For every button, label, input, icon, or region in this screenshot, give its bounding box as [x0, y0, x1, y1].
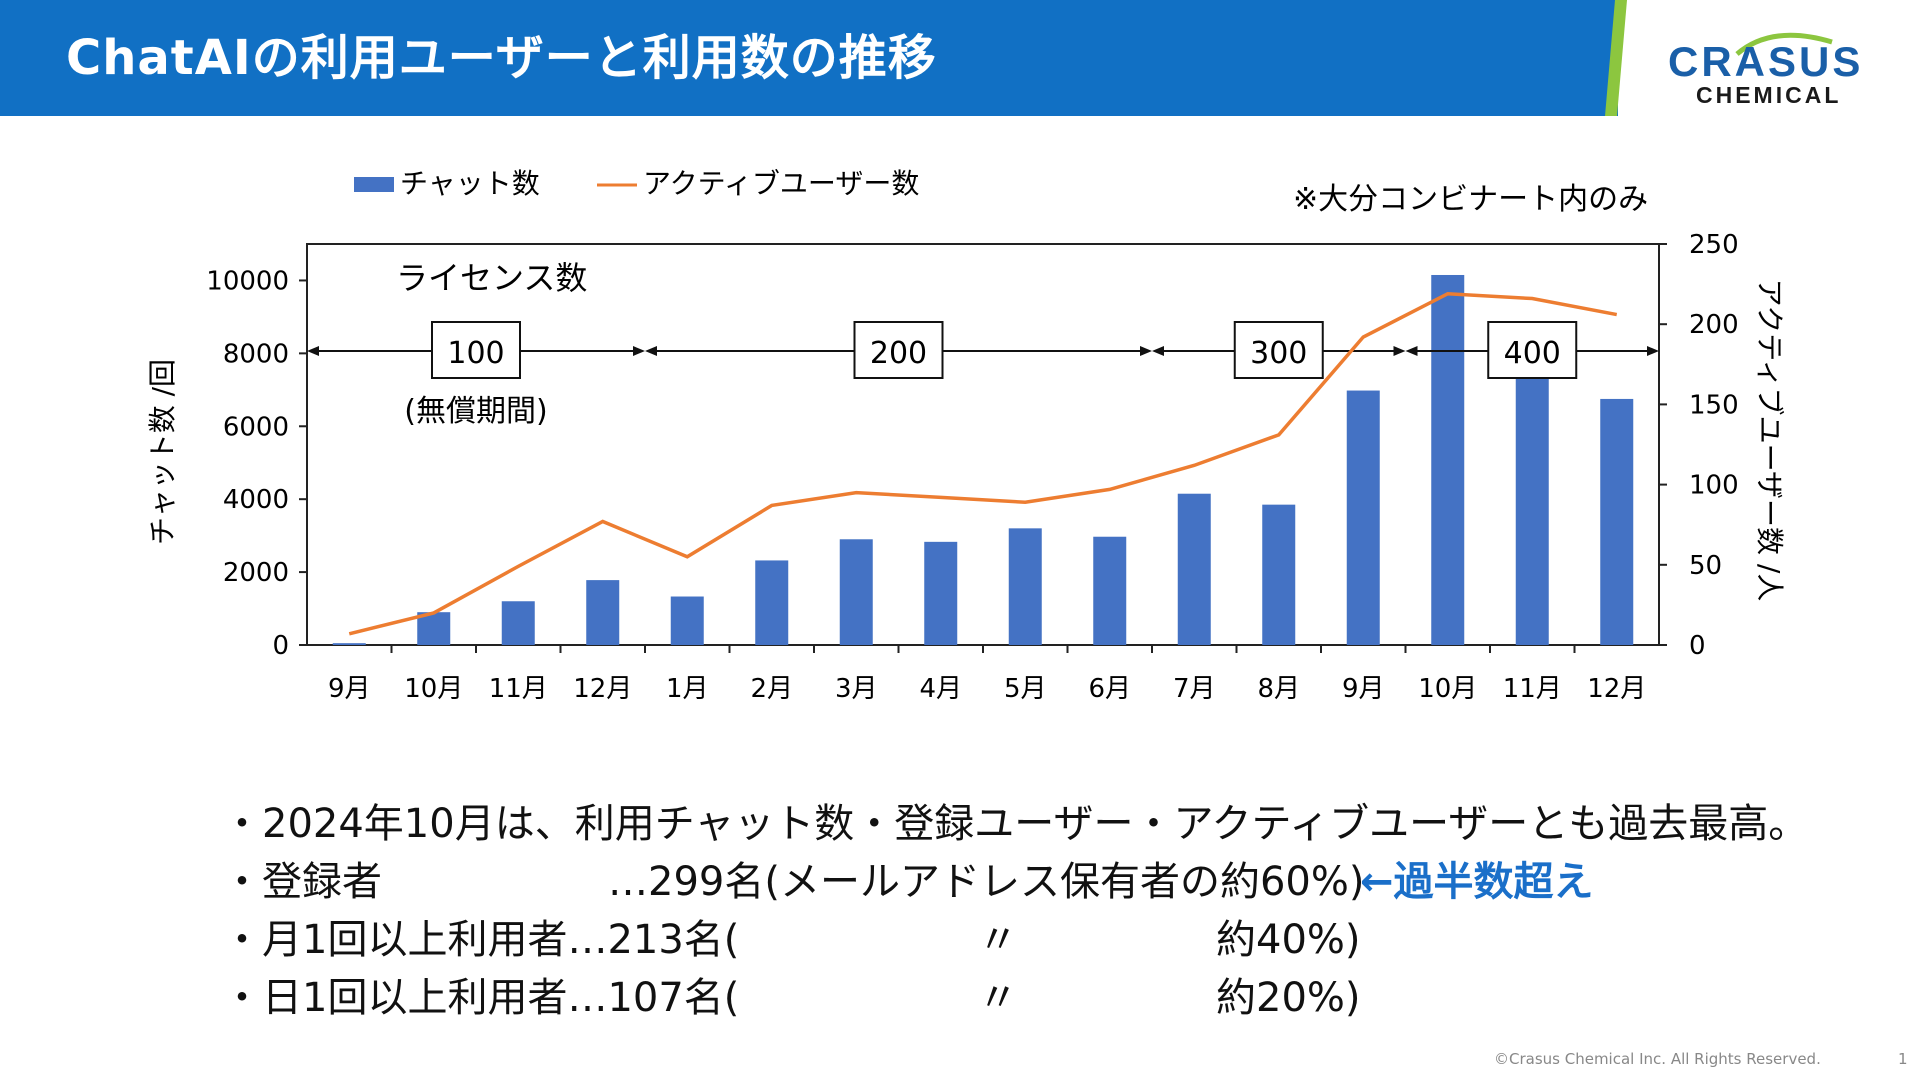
bullet-label: ・月1回以上利用者…213名(	[222, 917, 740, 963]
bullet-value: …299名(メールアドレス保有者の約60%)	[608, 859, 1365, 905]
y-tick-label: 0	[272, 631, 289, 661]
x-tick-label: 9月	[1342, 674, 1385, 704]
bullet-label: ・日1回以上利用者…107名(	[222, 975, 740, 1021]
bar	[586, 580, 620, 645]
legend-bar-label: チャット数	[400, 167, 540, 200]
bar	[1177, 493, 1211, 645]
x-tick-label: 10月	[1418, 674, 1477, 704]
x-tick-label: 12月	[573, 674, 632, 704]
bullet-label: ・登録者	[222, 859, 382, 905]
region-note: ※大分コンビナート内のみ	[1293, 182, 1648, 217]
y-tick-label: 4000	[223, 485, 289, 515]
bar	[755, 560, 789, 645]
y-axis-left-title: チャット数 /回	[146, 359, 179, 545]
license-arrowhead	[1152, 346, 1164, 356]
bullet-pct: 約40%)	[1216, 917, 1361, 963]
x-tick-label: 7月	[1173, 674, 1216, 704]
bar	[1262, 504, 1296, 645]
logo-swoosh-icon	[1735, 32, 1833, 56]
bar	[332, 643, 366, 645]
x-tick-label: 6月	[1088, 674, 1131, 704]
legend-bar-swatch	[354, 177, 394, 192]
license-box	[1233, 321, 1324, 379]
license-count: 200	[870, 336, 927, 371]
x-axis: 9月 10月 11月 12月 1月 2月 3月 4月 5月 6月 7月 8月 9月 10月 11月 12月	[328, 645, 1646, 704]
bar	[839, 539, 873, 645]
y-axis-right-title: アクティブユーザー数 /人	[1753, 279, 1786, 602]
page-title: ChatAIの利用ユーザーと利用数の推移	[66, 30, 937, 86]
copyright: ©Crasus Chemical Inc. All Rights Reserve…	[1494, 1050, 1821, 1068]
x-tick-label: 11月	[1503, 674, 1562, 704]
x-tick-label: 5月	[1004, 674, 1047, 704]
y-right-tick-label: 50	[1689, 551, 1722, 581]
bullet-pct: 約20%)	[1216, 975, 1361, 1021]
y-axis-left: 0 2000 4000 6000 8000 10000	[206, 266, 307, 661]
license-arrowhead	[307, 346, 319, 356]
y-right-tick-label: 100	[1689, 471, 1739, 501]
x-tick-label: 4月	[919, 674, 962, 704]
license-arrowhead	[1405, 346, 1418, 356]
bar	[1346, 390, 1380, 645]
bar-series	[332, 274, 1634, 645]
y-right-tick-label: 250	[1689, 230, 1739, 260]
bullet-note: ←過半数超え	[1360, 859, 1594, 905]
license-box	[1487, 321, 1578, 379]
x-tick-label: 3月	[835, 674, 878, 704]
bar	[1600, 398, 1634, 645]
license-box	[853, 321, 944, 379]
license-count: 100	[447, 336, 504, 371]
license-note: (無償期間)	[404, 394, 547, 429]
license-count: 300	[1250, 336, 1307, 371]
y-right-tick-label: 200	[1689, 310, 1739, 340]
y-right-tick-label: 150	[1689, 390, 1739, 420]
license-arrowhead	[1393, 346, 1406, 356]
y-tick-label: 10000	[206, 266, 289, 296]
header: ChatAIの利用ユーザーと利用数の推移 CRASUS CHEMICAL	[0, 0, 1920, 116]
ditto-mark: 〃	[978, 975, 1018, 1021]
bar	[1515, 378, 1549, 645]
ditto-mark: 〃	[978, 917, 1018, 963]
bar	[501, 601, 535, 645]
x-tick-label: 8月	[1257, 674, 1300, 704]
license-arrowhead	[1647, 346, 1659, 356]
x-tick-label: 2月	[750, 674, 793, 704]
bar	[924, 541, 958, 645]
y-tick-label: 6000	[223, 412, 289, 442]
bar	[417, 612, 451, 645]
title-bar: ChatAIの利用ユーザーと利用数の推移	[0, 0, 1618, 116]
legend-line-label: アクティブユーザー数	[643, 167, 919, 200]
license-arrowhead	[645, 346, 657, 356]
license-box	[431, 321, 521, 379]
logo-line1: CRASUS	[1668, 38, 1864, 85]
active-users-line	[348, 291, 1618, 636]
legend: チャット数 アクティブユーザー数	[354, 167, 919, 200]
logo-line2: CHEMICAL	[1696, 82, 1842, 108]
x-tick-label: 9月	[328, 674, 371, 704]
license-periods: 100 (無償期間) 200 300 400	[307, 321, 1659, 429]
bar	[1431, 274, 1465, 645]
x-tick-label: 10月	[404, 674, 463, 704]
y-right-tick-label: 0	[1689, 631, 1706, 661]
license-arrowhead	[1140, 346, 1152, 356]
green-stripe	[1605, 0, 1627, 116]
bar	[1008, 528, 1042, 645]
combo-chart: チャット数 アクティブユーザー数 ※大分コンビナート内のみ 0200040006…	[146, 167, 1786, 704]
license-count: 400	[1504, 336, 1561, 371]
bar	[1093, 536, 1127, 645]
x-tick-label: 1月	[666, 674, 709, 704]
license-arrowhead	[633, 346, 645, 356]
company-logo: CRASUS CHEMICAL	[1668, 28, 1888, 108]
license-title: ライセンス数	[396, 259, 587, 297]
y-axis-right: 0 50 100 150 200 250	[1659, 230, 1739, 661]
y-tick-label: 8000	[223, 339, 289, 369]
x-tick-label: 11月	[489, 674, 548, 704]
bar	[670, 596, 704, 645]
x-tick-label: 12月	[1587, 674, 1646, 704]
page-number: 1	[1898, 1050, 1908, 1068]
y-tick-label: 2000	[223, 558, 289, 588]
bullet-text: ・2024年10月は、利用チャット数・登録ユーザー・アクティブユーザーとも過去最…	[222, 801, 1809, 847]
